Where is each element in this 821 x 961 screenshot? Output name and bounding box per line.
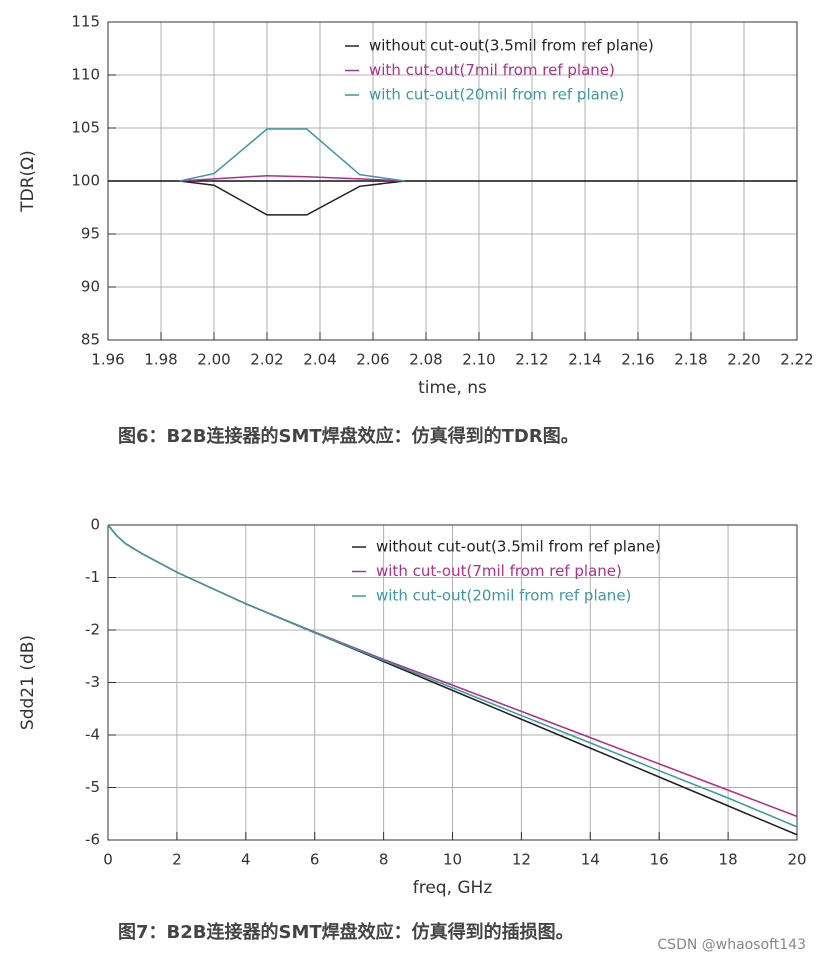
x-tick-label: 2 [172,851,182,869]
x-tick-label: 2.18 [674,351,707,369]
y-tick-label: 95 [81,225,100,243]
y-tick-label: 115 [71,13,100,31]
legend-label: with cut-out(20mil from ref plane) [376,587,631,605]
x-tick-label: 6 [310,851,320,869]
y-tick-label: -2 [85,621,100,639]
x-tick-label: 0 [103,851,113,869]
y-tick-label: -5 [85,778,100,796]
legend-label: with cut-out(20mil from ref plane) [369,86,624,104]
x-axis-label: freq, GHz [413,878,493,898]
series-line [179,174,405,182]
y-tick-label: 105 [71,119,100,137]
y-axis-label: TDR(Ω) [18,150,38,213]
x-tick-label: 8 [379,851,389,869]
x-tick-label: 1.96 [91,351,124,369]
legend-label: without cut-out(3.5mil from ref plane) [376,538,661,556]
x-tick-label: 12 [512,851,531,869]
x-tick-label: 2.02 [250,351,283,369]
caption: 图7：B2B连接器的SMT焊盘效应：仿真得到的插损图。 [118,921,574,943]
x-tick-label: 2.06 [356,351,389,369]
plot-frame [107,524,798,841]
series-line [107,524,798,828]
x-tick-label: 2.14 [568,351,601,369]
x-tick-label: 20 [787,851,806,869]
series-line [179,128,405,182]
x-tick-label: 2.00 [197,351,230,369]
caption: 图6：B2B连接器的SMT焊盘效应：仿真得到的TDR图。 [118,425,579,447]
y-tick-label: -4 [85,726,100,744]
x-tick-label: 2.20 [727,351,760,369]
y-tick-label: 85 [81,331,100,349]
y-tick-label: -1 [85,568,100,586]
y-axis-label: Sdd21 (dB) [18,635,38,730]
legend-label: with cut-out(7mil from ref plane) [376,562,622,580]
series-line [179,180,405,216]
y-tick-label: 100 [71,172,100,190]
legend-label: with cut-out(7mil from ref plane) [369,61,615,79]
x-tick-label: 2.22 [780,351,813,369]
y-tick-label: -3 [85,673,100,691]
watermark: CSDN @whaosoft143 [657,937,806,953]
x-tick-label: 2.16 [621,351,654,369]
x-tick-label: 16 [650,851,669,869]
x-tick-label: 2.04 [303,351,336,369]
x-tick-label: 10 [443,851,462,869]
x-tick-label: 2.12 [515,351,548,369]
legend-label: without cut-out(3.5mil from ref plane) [369,37,654,55]
y-tick-label: 90 [81,278,100,296]
y-tick-label: -6 [85,831,100,849]
x-axis-label: time, ns [418,378,487,398]
x-tick-label: 2.10 [462,351,495,369]
y-tick-label: 110 [71,66,100,84]
x-tick-label: 1.98 [144,351,177,369]
y-tick-label: 0 [90,516,100,534]
x-tick-label: 2.08 [409,351,442,369]
x-tick-label: 14 [581,851,600,869]
x-tick-label: 18 [719,851,738,869]
x-tick-label: 4 [241,851,251,869]
